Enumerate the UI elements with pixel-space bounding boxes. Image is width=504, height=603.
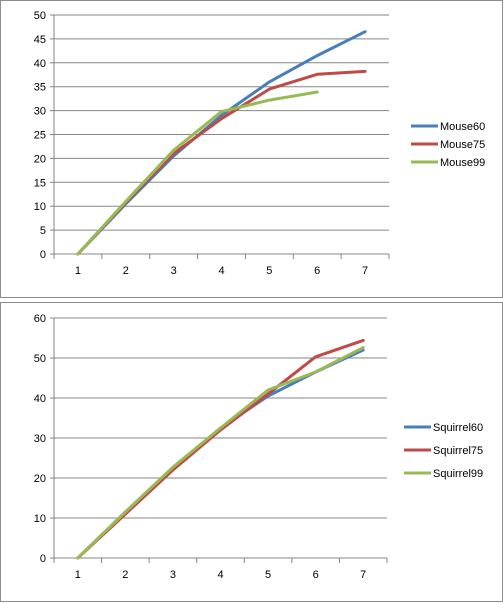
y-tick-label: 60 — [34, 313, 46, 325]
y-tick-label: 0 — [40, 553, 46, 565]
x-tick-label: 5 — [265, 569, 271, 581]
y-tick-label: 5 — [40, 225, 46, 237]
x-tick-label: 4 — [217, 569, 223, 581]
x-tick-label: 6 — [314, 265, 320, 277]
y-tick-label: 20 — [34, 473, 46, 485]
x-tick-label: 5 — [266, 265, 272, 277]
series-line-squirrel60 — [76, 348, 365, 560]
x-tick-label: 6 — [313, 569, 319, 581]
y-tick-label: 40 — [34, 58, 46, 70]
y-tick-label: 40 — [34, 393, 46, 405]
y-tick-label: 10 — [34, 201, 46, 213]
x-tick-label: 3 — [171, 265, 177, 277]
y-tick-label: 0 — [40, 249, 46, 261]
x-tick-label: 1 — [75, 265, 81, 277]
y-tick-label: 25 — [34, 130, 46, 142]
y-tick-label: 20 — [34, 153, 46, 165]
x-tick-label: 3 — [170, 569, 176, 581]
y-tick-label: 30 — [34, 106, 46, 118]
x-tick-label: 7 — [360, 569, 366, 581]
legend-label-mouse99: Mouse99 — [440, 157, 485, 169]
legend-label-mouse60: Mouse60 — [440, 121, 485, 133]
y-tick-label: 50 — [34, 353, 46, 365]
squirrel-chart: 0 10 20 30 40 50 60 1 2 3 4 5 6 7 Squirrel60 Squirrel75… — [34, 313, 483, 581]
y-tick-label: 10 — [34, 513, 46, 525]
x-tick-label: 1 — [75, 569, 81, 581]
legend-label-squirrel99: Squirrel99 — [433, 468, 483, 480]
series-line-squirrel75 — [76, 338, 365, 560]
y-tick-label: 15 — [34, 177, 46, 189]
y-tick-label: 50 — [34, 10, 46, 22]
legend-label-mouse75: Mouse75 — [440, 139, 485, 151]
x-tick-label: 7 — [362, 265, 368, 277]
x-tick-label: 2 — [122, 569, 128, 581]
x-tick-label: 2 — [123, 265, 129, 277]
y-tick-label: 45 — [34, 34, 46, 46]
mouse-chart-panel: 0 5 10 15 20 25 30 35 40 45 50 1 2 3 4 5 6 7 Mouse60 Mouse7… — [0, 0, 503, 298]
series-line-mouse99 — [76, 90, 319, 256]
series-line-mouse60 — [76, 30, 367, 256]
series-line-squirrel99 — [76, 346, 365, 560]
y-tick-label: 30 — [34, 433, 46, 445]
x-tick-label: 4 — [218, 265, 224, 277]
y-tick-label: 35 — [34, 82, 46, 94]
series-line-mouse75 — [76, 69, 367, 256]
squirrel-chart-panel: 0 10 20 30 40 50 60 1 2 3 4 5 6 7 Squirrel60 Squirrel75… — [0, 302, 503, 602]
legend-label-squirrel75: Squirrel75 — [433, 445, 483, 457]
legend-label-squirrel60: Squirrel60 — [433, 422, 483, 434]
